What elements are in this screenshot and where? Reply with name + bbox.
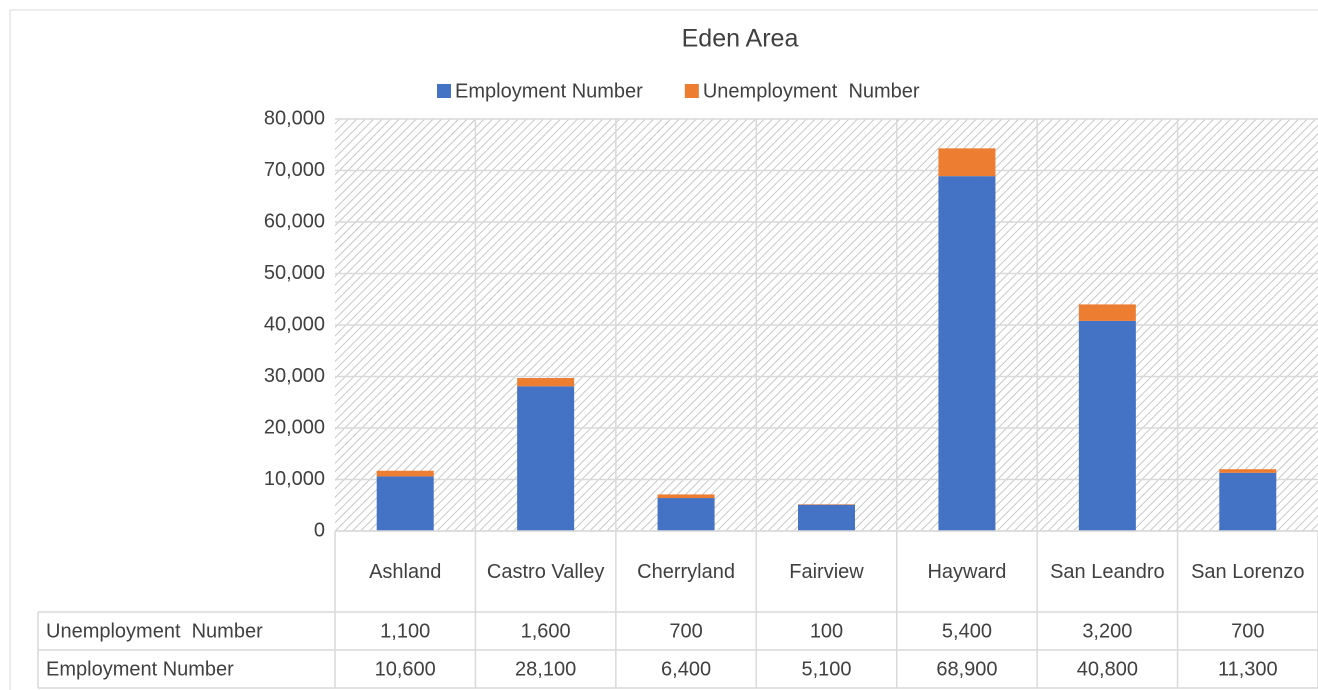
y-tick-label: 0 [314, 519, 325, 541]
x-tick-label: Fairview [789, 560, 864, 583]
table-cell: 28,100 [515, 658, 576, 680]
x-tick-label: Castro Valley [486, 560, 605, 583]
table-cell: 5,400 [942, 620, 992, 642]
legend-swatch [437, 84, 451, 98]
bar-segment [938, 148, 996, 177]
table-cell: 40,800 [1077, 658, 1138, 680]
table-cell: 700 [669, 620, 702, 642]
legend-swatch [684, 84, 699, 98]
table-cell: 700 [1231, 620, 1264, 642]
table-cell: 68,900 [936, 658, 997, 680]
y-tick-label: 40,000 [264, 313, 325, 335]
table-row-header: Unemployment Number [46, 620, 263, 642]
table-cell: 10,600 [375, 658, 436, 680]
bar-segment [938, 176, 996, 532]
y-tick-label: 10,000 [264, 468, 325, 490]
bar-segment [1219, 469, 1277, 473]
table-cell: 100 [810, 620, 843, 642]
x-tick-label: San Lorenzo [1191, 560, 1305, 583]
chart-title: Eden Area [682, 25, 799, 53]
y-tick-label: 50,000 [264, 262, 325, 284]
table-cell: 3,200 [1082, 620, 1132, 642]
bar-segment [1078, 304, 1136, 321]
table-cell: 1,100 [380, 620, 430, 642]
legend-label: Employment Number [455, 80, 643, 102]
bar-segment [1078, 320, 1136, 531]
legend-label: Unemployment Number [703, 80, 920, 102]
table-cell: 1,600 [521, 620, 571, 642]
table-cell: 5,100 [801, 658, 851, 680]
bar-segment [657, 494, 715, 499]
chart-frame [9, 9, 1318, 690]
table-cell: 11,300 [1218, 658, 1278, 680]
bar-segment [376, 476, 434, 531]
x-tick-label: Hayward [927, 560, 1007, 583]
y-tick-label: 20,000 [264, 416, 325, 438]
bar-segment [517, 378, 575, 387]
bar-segment [657, 498, 715, 531]
bar-segment [517, 386, 575, 531]
y-tick-label: 30,000 [264, 365, 325, 387]
table-cell: 6,400 [661, 658, 711, 680]
y-tick-label: 60,000 [264, 210, 325, 232]
x-tick-label: Ashland [369, 560, 442, 583]
y-tick-label: 70,000 [264, 159, 325, 181]
y-tick-label: 80,000 [264, 107, 325, 129]
x-tick-label: Cherryland [637, 560, 735, 583]
bar-segment [376, 470, 434, 477]
table-row-header: Employment Number [46, 658, 234, 680]
x-tick-label: San Leandro [1050, 560, 1165, 583]
bar-segment [1219, 472, 1277, 531]
bar-segment [798, 504, 855, 531]
bar-segment [798, 504, 855, 505]
